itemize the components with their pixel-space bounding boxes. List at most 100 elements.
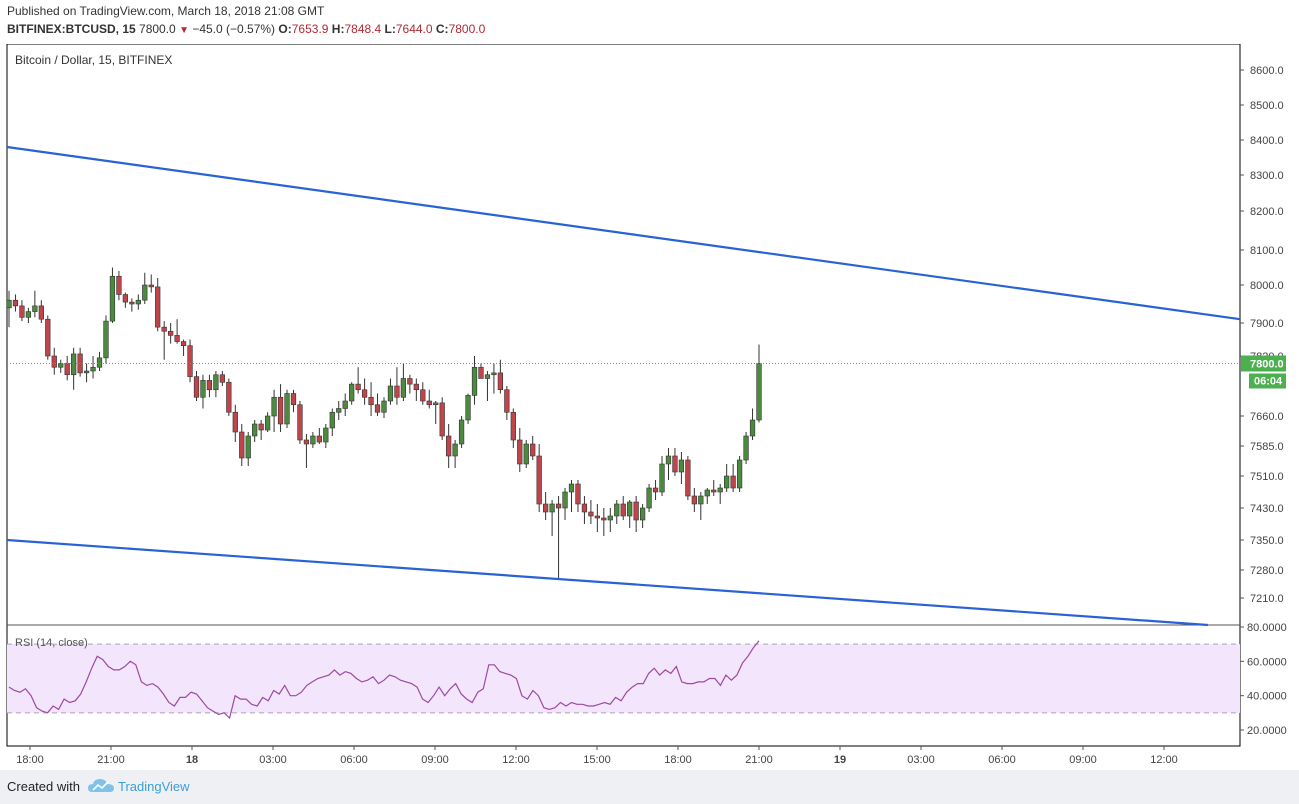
- countdown-label: 06:04: [1254, 376, 1283, 388]
- candle-body: [536, 455, 542, 505]
- rsi-line: [8, 640, 760, 720]
- candle: [277, 384, 284, 432]
- candle: [174, 319, 180, 344]
- candle-body: [530, 443, 536, 457]
- candle: [245, 432, 251, 466]
- candle: [711, 480, 717, 496]
- candle: [187, 339, 193, 383]
- candle-body: [213, 374, 219, 391]
- candle-body: [523, 443, 529, 465]
- chart-header: Published on TradingView.com, March 18, …: [0, 0, 1299, 44]
- candle: [594, 504, 600, 532]
- candle-body: [161, 326, 167, 332]
- candle-body: [426, 400, 432, 406]
- candle: [168, 323, 174, 344]
- candle-body: [71, 353, 77, 376]
- candle-body: [691, 495, 697, 505]
- candle: [523, 440, 529, 468]
- candle: [504, 386, 510, 420]
- candle-body: [323, 427, 329, 443]
- candle-body: [407, 378, 413, 385]
- channel-lower-line[interactable]: [6, 538, 1208, 627]
- rsi-label: RSI (14, close): [15, 637, 88, 649]
- candle-body: [180, 341, 187, 346]
- y-tick-label: 7510.0: [1250, 471, 1284, 483]
- candle-body: [387, 385, 394, 402]
- tradingview-cloud-icon: [88, 779, 114, 792]
- candle-body: [206, 380, 213, 391]
- candle: [471, 356, 478, 405]
- candle-body: [297, 404, 303, 441]
- candle-body: [135, 299, 141, 305]
- candle-body: [142, 284, 148, 301]
- tradingview-brand[interactable]: TradingView: [118, 779, 190, 794]
- time-axis: 18:00 21:00 18 03:00 06:00 09:00 12:00 15:00 18:…: [16, 746, 1178, 766]
- candle: [491, 363, 497, 394]
- y-tick-label: 8000.0: [1250, 280, 1284, 292]
- candle-body: [446, 435, 452, 457]
- candle: [6, 290, 12, 328]
- x-tick-label: 03:00: [259, 754, 287, 766]
- y-tick-label: 8600.0: [1250, 65, 1284, 77]
- last-price-badge-label: 7800.0: [1250, 359, 1284, 371]
- rsi-tick-label: 60.0000: [1247, 656, 1287, 668]
- candle: [180, 339, 187, 356]
- candle-body: [504, 389, 510, 413]
- candle: [19, 300, 25, 322]
- candle-body: [639, 507, 646, 521]
- candle: [420, 382, 426, 405]
- candle: [219, 371, 225, 386]
- candle-body: [77, 353, 83, 374]
- candle-body: [433, 402, 439, 406]
- candle-body: [471, 366, 478, 396]
- candle-body: [717, 487, 723, 493]
- candle: [368, 382, 374, 416]
- candle: [400, 363, 407, 401]
- candle-body: [420, 389, 426, 402]
- x-tick-label: 09:00: [1069, 754, 1097, 766]
- candle-body: [193, 376, 200, 398]
- candle: [297, 401, 303, 444]
- candle-body: [19, 305, 25, 318]
- candle: [724, 464, 730, 492]
- candle-body: [711, 489, 717, 493]
- x-tick-label: 19: [834, 754, 846, 766]
- high-value: 7848.4: [344, 22, 382, 36]
- candle-body: [756, 363, 762, 421]
- candle: [310, 432, 316, 448]
- candle-body: [148, 284, 154, 288]
- candle: [678, 452, 685, 484]
- candle: [439, 397, 445, 440]
- candle: [200, 374, 206, 409]
- candle-body: [465, 395, 471, 421]
- candle-body: [232, 411, 238, 433]
- candle: [25, 307, 32, 323]
- candle: [116, 271, 122, 301]
- open-value: 7653.9: [291, 22, 329, 36]
- candle-body: [614, 503, 620, 517]
- candle: [323, 424, 329, 448]
- candle-body: [594, 515, 600, 519]
- candle-body: [103, 320, 109, 359]
- symbol-line: BITFINEX:BTCUSD, 15 7800.0 ▼ −45.0 (−0.5…: [7, 22, 485, 36]
- candle-body: [439, 402, 445, 437]
- candle: [361, 378, 368, 405]
- y-tick-label: 7900.0: [1250, 318, 1284, 330]
- price-chart[interactable]: 8600.0 8500.0 8400.0 8300.0 8200.0 8100.0 8000…: [0, 44, 1299, 770]
- candle-body: [601, 517, 607, 521]
- y-tick-label: 8400.0: [1250, 135, 1284, 147]
- candle: [549, 500, 555, 536]
- candle-body: [381, 400, 387, 413]
- candle-body: [588, 511, 594, 517]
- candle-body: [58, 363, 64, 368]
- candle: [103, 315, 109, 364]
- candle-body: [264, 415, 271, 431]
- candle-body: [555, 503, 562, 509]
- candle: [433, 401, 439, 424]
- channel-upper-line[interactable]: [6, 145, 1241, 321]
- rsi-tick-label: 80.0000: [1247, 622, 1287, 634]
- candle: [736, 456, 743, 492]
- x-tick-label: 18:00: [16, 754, 44, 766]
- candle: [342, 393, 348, 416]
- candle: [12, 294, 19, 312]
